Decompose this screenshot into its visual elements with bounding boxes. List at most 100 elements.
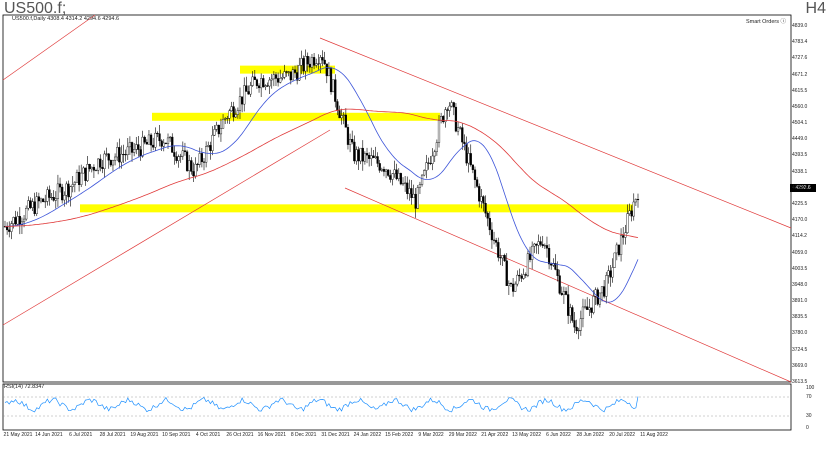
candle [321, 50, 324, 67]
candle [410, 179, 413, 205]
price-tick-label: 3724.5 [792, 346, 808, 353]
candle [384, 168, 388, 179]
candle [101, 159, 104, 174]
candle [617, 244, 621, 257]
price-tick-label: 4170.0 [792, 217, 808, 224]
candle [554, 254, 557, 271]
candle [241, 96, 244, 113]
candle [270, 73, 273, 89]
candle [202, 158, 206, 171]
date-tick-label: 15 Feb 2022 [385, 432, 414, 438]
candle [249, 81, 252, 98]
candle [219, 118, 223, 142]
trendline[interactable] [2, 129, 331, 326]
candle [12, 216, 15, 229]
candle [122, 144, 125, 163]
candle [374, 146, 377, 159]
candle [412, 184, 415, 198]
candle [135, 136, 138, 155]
price-tick-label: 4560.0 [792, 103, 808, 110]
candle [173, 145, 176, 165]
trendline[interactable] [319, 37, 792, 229]
price-tick-label: 4615.5 [792, 87, 808, 94]
candle [516, 270, 519, 287]
candle [611, 258, 614, 283]
candle [94, 168, 98, 172]
candle [524, 272, 527, 279]
price-tick-label: 4114.2 [792, 233, 807, 240]
candle [52, 190, 55, 202]
candle [456, 121, 460, 136]
candle [329, 66, 333, 95]
candle [285, 70, 288, 77]
candle [387, 169, 390, 178]
candle [118, 138, 121, 169]
smart-orders-button[interactable]: Smart Orders ⓘ [745, 19, 786, 25]
candle [543, 243, 546, 249]
candle [431, 148, 434, 171]
date-tick-label: 13 May 2022 [512, 432, 542, 438]
candle [266, 82, 269, 88]
candle [590, 307, 593, 319]
candle [363, 151, 366, 165]
candle [160, 139, 163, 152]
candle [236, 107, 239, 119]
candle [607, 265, 610, 284]
price-tick-label: 3780.0 [792, 330, 808, 337]
candle [192, 162, 195, 182]
candle [71, 176, 74, 193]
candle [27, 196, 30, 211]
candle [238, 87, 242, 119]
trendline[interactable] [2, 14, 96, 81]
candle [571, 305, 574, 323]
candle [88, 163, 91, 172]
candle [520, 273, 523, 283]
candle [293, 65, 297, 78]
candle [33, 192, 36, 217]
candle [37, 192, 40, 209]
candle [429, 156, 432, 166]
candle [46, 186, 49, 206]
candle [495, 237, 498, 247]
candle [84, 167, 87, 186]
candle [251, 71, 254, 87]
price-tick-label: 4393.5 [792, 152, 808, 159]
candle [224, 117, 227, 124]
candle [272, 71, 275, 87]
candle [327, 62, 331, 77]
candle [440, 112, 443, 124]
date-tick-label: 9 Mar 2022 [418, 432, 444, 438]
rsi-line [4, 396, 639, 413]
candle [480, 189, 483, 209]
candle [332, 79, 335, 93]
date-tick-label: 11 Aug 2022 [640, 432, 668, 438]
price-tick-label: 3891.0 [792, 298, 808, 305]
candle [499, 248, 502, 266]
candle [232, 101, 235, 122]
candle [73, 181, 76, 193]
candle [35, 192, 38, 217]
candle [427, 157, 430, 170]
candle [539, 236, 542, 247]
chart-header-ohlc: US500.f,Daily 4308.4 4314.2 4294.6 4294.… [12, 16, 120, 22]
candle [113, 153, 117, 166]
candle [308, 56, 311, 73]
candle [99, 154, 102, 172]
candle [533, 242, 536, 254]
candle [139, 146, 142, 161]
candle [188, 154, 191, 181]
candle [406, 176, 409, 200]
candle [560, 286, 563, 296]
candle [418, 181, 422, 195]
candle [90, 166, 93, 173]
candle [260, 73, 263, 98]
candle [304, 49, 307, 80]
candle [342, 112, 345, 125]
rsi-tick-label: 30 [806, 413, 812, 419]
candle [262, 75, 265, 88]
candle [29, 197, 32, 210]
trendline[interactable] [344, 187, 792, 383]
candle [143, 135, 146, 145]
price-tick-label: 3948.0 [792, 281, 808, 288]
